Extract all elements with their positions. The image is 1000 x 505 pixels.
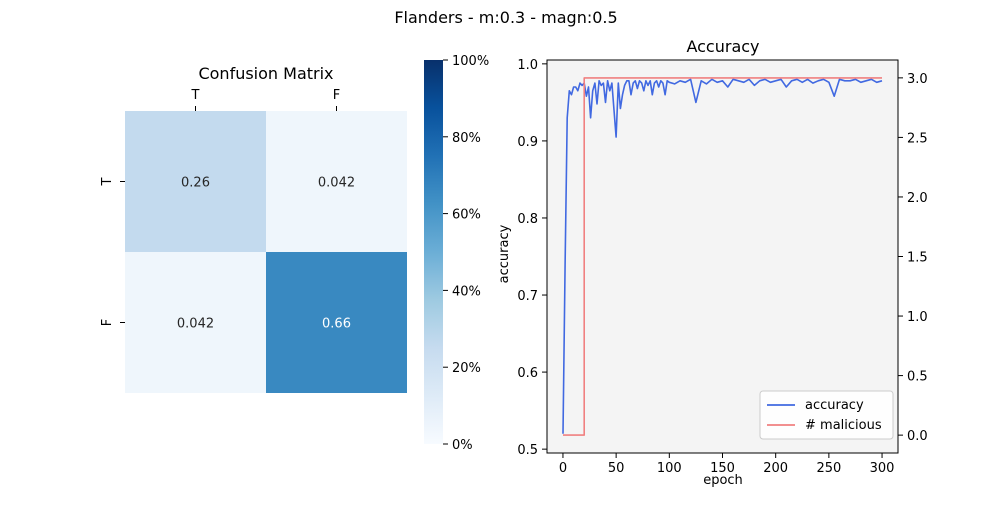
x-tick-label: 100 xyxy=(657,461,682,476)
accuracy-chart-title: Accuracy xyxy=(686,37,759,56)
legend-box xyxy=(759,390,894,440)
colorbar-tick-label: 40% xyxy=(452,284,481,299)
colorbar-tick-label: 20% xyxy=(452,361,481,376)
heatmap-cell xyxy=(266,111,407,252)
confusion-matrix-cells: 0.26 0.042 0.042 0.66 xyxy=(125,111,407,393)
y-tick-label: 0.6 xyxy=(517,366,538,381)
x-tick-label: 250 xyxy=(816,461,841,476)
y2-tick-label: 3.0 xyxy=(907,72,928,87)
y-tick-label: 0.7 xyxy=(517,289,538,304)
heatmap-cell xyxy=(266,252,407,393)
row-tick-label: F xyxy=(100,319,115,326)
accuracy-plot-background xyxy=(547,60,898,453)
y-tick-label: 0.9 xyxy=(517,135,538,150)
x-tick-label: 200 xyxy=(763,461,788,476)
colorbar-gradient xyxy=(424,60,443,444)
legend: accuracy # malicious xyxy=(759,390,894,440)
confusion-matrix-title: Confusion Matrix xyxy=(198,64,333,83)
y2-tick-label: 2.0 xyxy=(907,191,928,206)
y2-tick-label: 0.0 xyxy=(907,429,928,444)
x-axis-label: epoch xyxy=(703,473,743,488)
heatmap-cell-label: 0.66 xyxy=(322,317,351,332)
heatmap-cell-label: 0.042 xyxy=(177,317,214,332)
heatmap-cell xyxy=(125,252,266,393)
legend-malicious-label: # malicious xyxy=(805,418,882,433)
accuracy-series xyxy=(562,77,883,436)
confusion-matrix: Confusion Matrix 0.26 0.042 0.042 0.66 T F T F… xyxy=(100,54,489,453)
y-tick-label: 1.0 xyxy=(517,58,538,73)
x-tick-label: 0 xyxy=(559,461,567,476)
y2-tick-label: 2.5 xyxy=(907,131,928,146)
colorbar-tick-label: 60% xyxy=(452,208,481,223)
x-tick-label: 50 xyxy=(608,461,625,476)
legend-accuracy-label: accuracy xyxy=(805,398,864,413)
row-tick-label: T xyxy=(100,177,115,186)
y-axis-label: accuracy xyxy=(497,224,512,283)
colorbar: 0% 20% 40% 60% 80% 100% xyxy=(424,54,489,453)
y2-tick-label: 1.5 xyxy=(907,251,928,266)
y2-tick-label: 0.5 xyxy=(907,370,928,385)
series-line-accuracy xyxy=(562,78,883,434)
heatmap-cell-label: 0.26 xyxy=(181,176,210,191)
colorbar-tick-label: 100% xyxy=(452,54,489,69)
colorbar-tick-label: 80% xyxy=(452,131,481,146)
y-tick-label: 0.8 xyxy=(517,212,538,227)
y-tick-label: 0.5 xyxy=(517,443,538,458)
figure-suptitle: Flanders - m:0.3 - magn:0.5 xyxy=(394,8,617,27)
accuracy-axes: 0 50 100 150 200 250 300 0.5 0.6 0.7 0.8 0.9 1.0 0.0 0… xyxy=(517,58,927,476)
column-tick-label: T xyxy=(191,88,200,103)
accuracy-chart: Accuracy 0 50 100 150 200 250 3000.50.60.70.80… xyxy=(497,37,928,488)
column-tick-label: F xyxy=(333,88,340,103)
heatmap-cell-label: 0.042 xyxy=(318,176,355,191)
series-line-malicious xyxy=(563,77,882,436)
confusion-matrix-tick-labels: T F T F xyxy=(100,88,340,326)
colorbar-tick-label: 0% xyxy=(452,438,473,453)
heatmap-cell xyxy=(125,111,266,252)
y2-tick-label: 1.0 xyxy=(907,310,928,325)
x-tick-label: 300 xyxy=(870,461,895,476)
x-tick-label: 150 xyxy=(710,461,735,476)
